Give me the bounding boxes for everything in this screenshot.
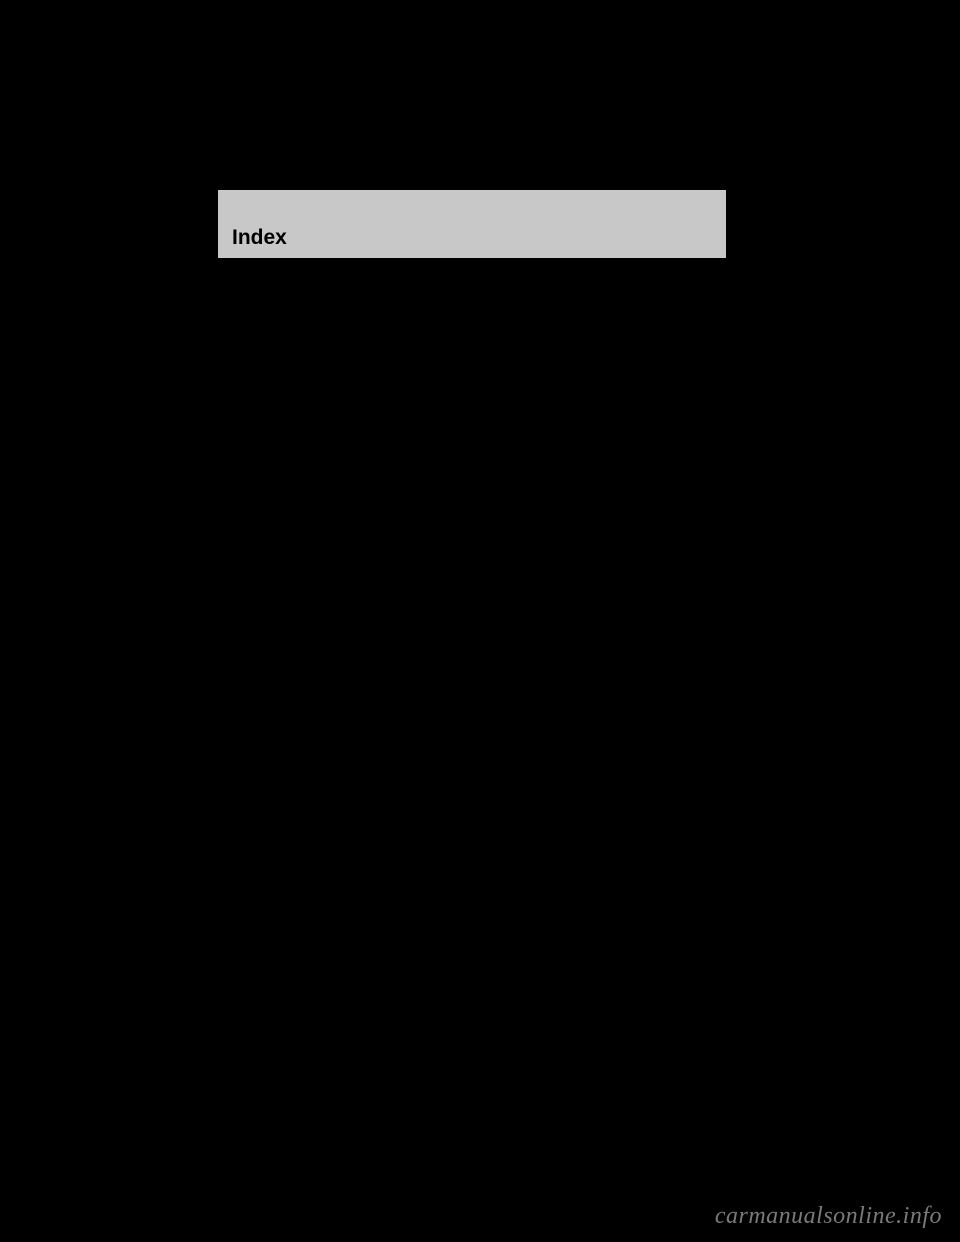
watermark-text: carmanualsonline.info xyxy=(715,1203,942,1230)
index-header-bar: Index xyxy=(218,190,726,258)
index-title: Index xyxy=(232,226,287,250)
